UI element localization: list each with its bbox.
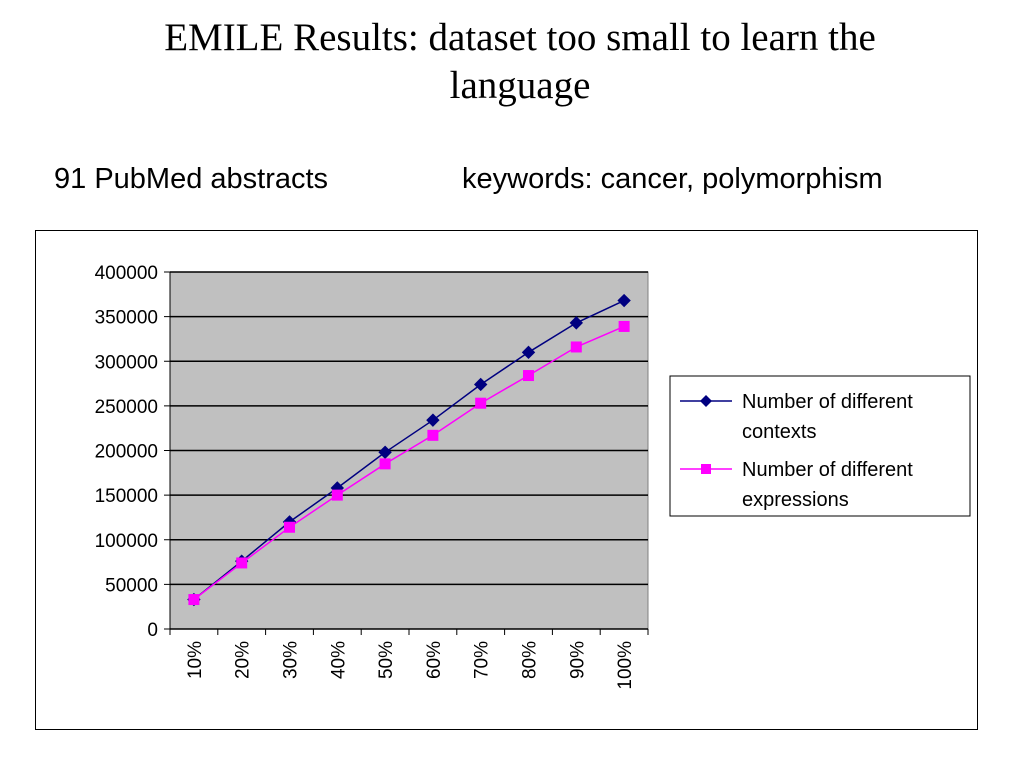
data-point [617, 293, 631, 308]
legend-box [669, 375, 971, 517]
data-point [284, 521, 295, 533]
legend-entry: contexts [742, 421, 816, 443]
x-tick-label: 50% [376, 641, 397, 679]
chart-frame: 0 50000 100000 150000 200000 250000 300000 3500… [35, 230, 978, 730]
x-tick-label: 10% [185, 641, 206, 679]
data-point [570, 341, 582, 353]
legend-marker [700, 395, 712, 407]
x-tick-label: 90% [567, 641, 588, 679]
data-point [426, 413, 440, 427]
data-point [473, 377, 488, 392]
y-tick-label: 0 [147, 620, 158, 641]
line-chart: 0 50000 100000 150000 200000 250000 300000 3500… [95, 263, 971, 690]
data-point [569, 316, 584, 330]
data-point [427, 429, 439, 441]
y-tick-label: 200000 [95, 442, 158, 463]
y-tick-label: 150000 [95, 486, 158, 507]
x-tick-label: 30% [281, 641, 302, 679]
x-tick-label: 80% [520, 641, 541, 679]
dataset-subtitle: 91 PubMed abstracts [54, 163, 329, 195]
slide-title-line-1: EMILE Results: dataset too small to lear… [164, 16, 876, 59]
legend-entry: expressions [742, 489, 849, 511]
data-point [475, 397, 487, 409]
slide-title: EMILE Results: dataset too small to lear… [60, 14, 980, 110]
data-point [618, 320, 630, 332]
data-point [331, 489, 343, 501]
x-tick-label: 20% [233, 641, 254, 679]
x-tick-label: 100% [615, 641, 636, 690]
x-tick-label: 60% [424, 641, 445, 679]
x-tick-label: 40% [328, 641, 349, 679]
y-tick-label: 350000 [95, 308, 158, 329]
y-tick-label: 400000 [95, 263, 158, 284]
y-tick-label: 300000 [95, 352, 158, 373]
x-tick-label: 70% [472, 641, 493, 679]
legend-entry: Number of different [742, 459, 913, 481]
data-point [188, 594, 200, 606]
data-point [523, 370, 534, 382]
series-line [193, 325, 625, 601]
keywords-subtitle: keywords: cancer, polymorphism [462, 163, 883, 195]
y-tick-label: 250000 [95, 397, 158, 418]
legend-marker [701, 464, 711, 474]
data-point [236, 557, 248, 569]
data-point [379, 458, 391, 470]
series-line [193, 299, 625, 601]
y-tick-label: 50000 [105, 575, 158, 596]
legend-entry: Number of different [742, 391, 913, 413]
data-point [378, 445, 392, 459]
y-tick-label: 100000 [95, 531, 158, 552]
slide-title-line-2: language [449, 64, 591, 107]
data-point [521, 345, 536, 360]
